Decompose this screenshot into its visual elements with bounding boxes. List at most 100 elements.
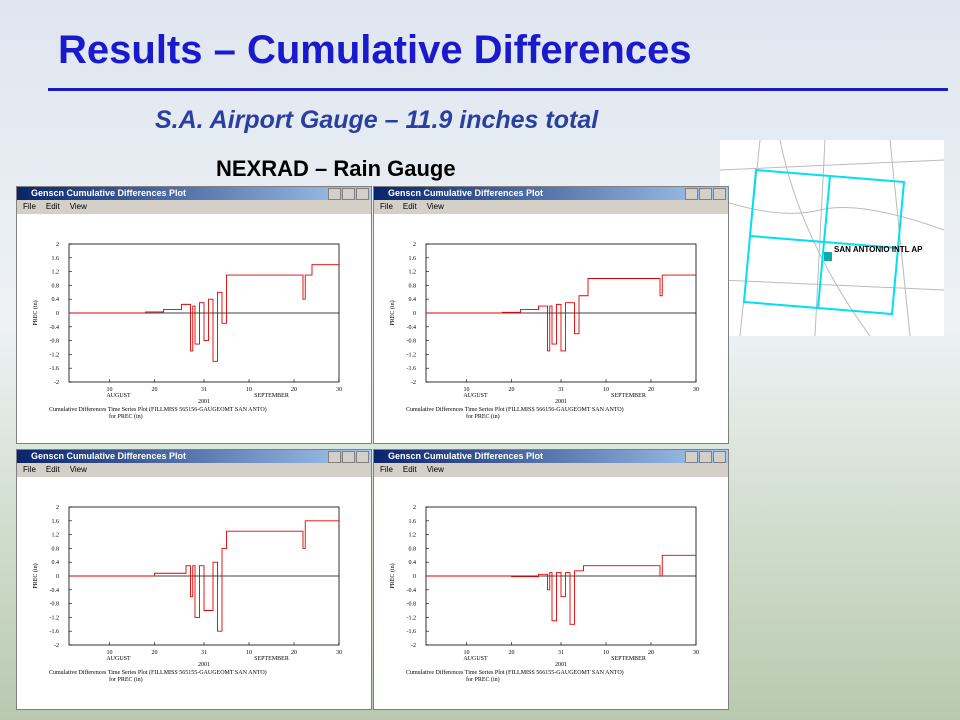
- data-line: [426, 274, 696, 352]
- window-buttons: [328, 188, 369, 200]
- y-tick-label: 0.4: [52, 560, 60, 566]
- close-button[interactable]: [713, 188, 726, 200]
- caption: Cumulative Differences Time Series Plot …: [49, 406, 267, 413]
- close-button[interactable]: [356, 451, 369, 463]
- y-tick-label: 0.4: [409, 297, 417, 303]
- x-tick-label: 31: [558, 387, 564, 393]
- title-bar: Genscn Cumulative Differences Plot: [17, 450, 371, 463]
- y-axis-label: PREC (in): [389, 563, 396, 588]
- minimize-button[interactable]: [685, 451, 698, 463]
- menu-item[interactable]: View: [426, 202, 444, 211]
- minimize-button[interactable]: [685, 188, 698, 200]
- subtitle: S.A. Airport Gauge – 11.9 inches total: [155, 106, 599, 134]
- close-button[interactable]: [713, 451, 726, 463]
- y-tick-label: 0.8: [52, 546, 60, 552]
- x-tick-label: 20: [291, 650, 297, 656]
- month-label: SEPTEMBER: [611, 656, 646, 662]
- x-tick-label: 20: [648, 650, 654, 656]
- month-label: SEPTEMBER: [611, 393, 646, 399]
- y-axis-label: PREC (in): [32, 563, 39, 588]
- minimize-button[interactable]: [328, 451, 341, 463]
- y-tick-label: 1.2: [52, 533, 60, 539]
- y-tick-label: -2: [411, 380, 416, 386]
- title-bar: Genscn Cumulative Differences Plot: [374, 450, 728, 463]
- map-grid: [742, 168, 906, 316]
- menu-bar: File Edit View: [17, 463, 371, 477]
- x-tick-label: 10: [464, 387, 470, 393]
- station-icon: [824, 252, 832, 261]
- menu-item[interactable]: File: [23, 202, 36, 211]
- y-tick-label: -0.4: [50, 325, 60, 331]
- y-tick-label: 1.6: [409, 519, 417, 525]
- maximize-button[interactable]: [342, 188, 355, 200]
- x-tick-label: 10: [107, 387, 113, 393]
- menu-item[interactable]: File: [23, 465, 36, 474]
- plot-area: 2 1.6 1.2 0.8 0.4 0 -0.4 -0.8 -1.2 -1.6 -2 10 20 31 10…: [17, 477, 371, 709]
- y-tick-label: 0: [56, 574, 59, 580]
- month-label: AUGUST: [106, 393, 131, 399]
- month-label: AUGUST: [463, 393, 488, 399]
- title-bar: Genscn Cumulative Differences Plot: [17, 187, 371, 200]
- data-line: [69, 520, 339, 632]
- app-window: Genscn Cumulative Differences Plot File Ed…: [373, 449, 729, 710]
- minimize-button[interactable]: [328, 188, 341, 200]
- caption: Cumulative Differences Time Series Plot …: [49, 669, 267, 676]
- y-tick-label: 1.6: [52, 256, 60, 262]
- y-tick-label: 0: [413, 574, 416, 580]
- y-tick-label: -1.2: [50, 352, 60, 358]
- menu-item[interactable]: View: [426, 465, 444, 474]
- x-tick-label: 30: [693, 387, 699, 393]
- app-window: Genscn Cumulative Differences Plot File Ed…: [16, 186, 372, 444]
- x-tick-label: 20: [291, 387, 297, 393]
- y-tick-label: -0.4: [50, 588, 60, 594]
- menu-item[interactable]: Edit: [45, 202, 60, 211]
- map-roads: [720, 140, 944, 336]
- y-tick-label: 0.8: [409, 546, 417, 552]
- menu-item[interactable]: File: [380, 202, 393, 211]
- y-tick-label: 2: [56, 242, 59, 248]
- month-label: AUGUST: [106, 656, 131, 662]
- maximize-button[interactable]: [699, 451, 712, 463]
- y-tick-label: 1.2: [52, 270, 60, 276]
- y-tick-label: 1.6: [409, 256, 417, 262]
- caption: Cumulative Differences Time Series Plot …: [406, 406, 624, 413]
- window-buttons: [685, 188, 726, 200]
- y-tick-label: 1.2: [409, 533, 417, 539]
- menu-item[interactable]: File: [380, 465, 393, 474]
- y-tick-label: -0.8: [50, 339, 60, 345]
- y-axis-label: PREC (in): [32, 300, 39, 325]
- y-tick-label: -1.6: [407, 366, 417, 372]
- x-tick-label: 10: [603, 650, 609, 656]
- caption: for PREC (in): [109, 413, 143, 420]
- y-tick-label: -0.4: [407, 588, 417, 594]
- x-tick-label: 20: [152, 650, 158, 656]
- y-tick-label: -1.6: [50, 629, 60, 635]
- caption: for PREC (in): [109, 676, 143, 683]
- station-label: SAN ANTONIO INTL AP: [834, 245, 923, 254]
- y-tick-label: 2: [56, 505, 59, 511]
- y-tick-label: 0.8: [52, 283, 60, 289]
- menu-item[interactable]: View: [69, 465, 87, 474]
- y-tick-label: -1.6: [407, 629, 417, 635]
- map: SAN ANTONIO INTL AP: [720, 140, 944, 336]
- x-tick-label: 20: [648, 387, 654, 393]
- x-tick-label: 10: [246, 387, 252, 393]
- window-buttons: [328, 451, 369, 463]
- data-line: [69, 264, 339, 362]
- x-tick-label: 10: [246, 650, 252, 656]
- maximize-button[interactable]: [699, 188, 712, 200]
- close-button[interactable]: [356, 188, 369, 200]
- year-label: 2001: [555, 399, 567, 405]
- y-tick-label: 2: [413, 505, 416, 511]
- menu-bar: File Edit View: [374, 463, 728, 477]
- menu-item[interactable]: View: [69, 202, 87, 211]
- plot-area: 2 1.6 1.2 0.8 0.4 0 -0.4 -0.8 -1.2 -1.6 -2 10 20 31 10…: [374, 477, 728, 709]
- menu-item[interactable]: Edit: [45, 465, 60, 474]
- title-rule: [48, 88, 948, 91]
- x-tick-label: 31: [201, 387, 207, 393]
- maximize-button[interactable]: [342, 451, 355, 463]
- menu-item[interactable]: Edit: [402, 202, 417, 211]
- month-label: SEPTEMBER: [254, 656, 289, 662]
- menu-item[interactable]: Edit: [402, 465, 417, 474]
- x-tick-label: 31: [201, 650, 207, 656]
